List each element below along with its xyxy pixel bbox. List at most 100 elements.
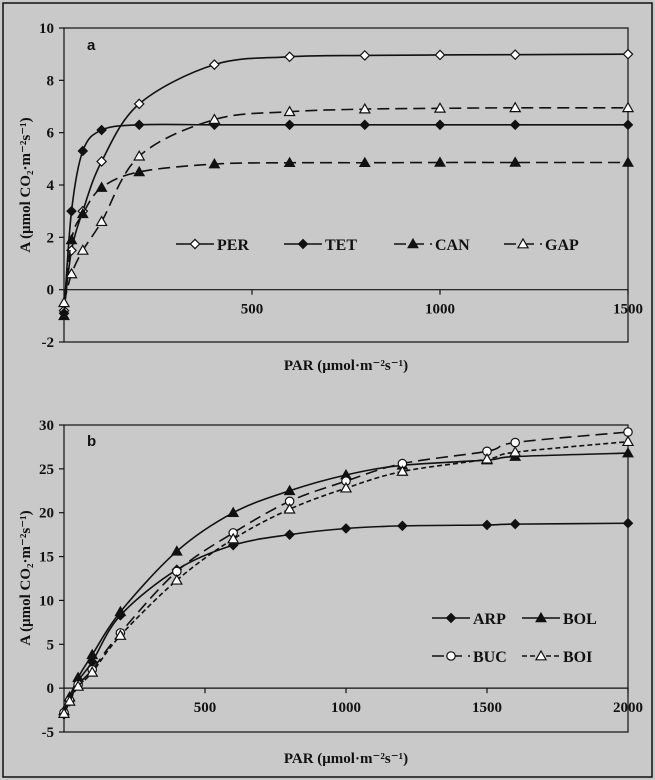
panel-b-ytick-label: -5: [42, 725, 55, 741]
series-gap-point: [358, 102, 371, 114]
panel-b-ytick-label: 15: [39, 550, 54, 566]
series-tet-point: [133, 119, 145, 131]
legend-label: BOI: [563, 649, 592, 666]
series-gap-point: [509, 101, 522, 113]
series-gap-point: [208, 113, 221, 124]
series-bol-point: [170, 545, 183, 556]
series-can-point: [65, 233, 78, 245]
panel-b-xlabel: PAR (μmol·m⁻²s⁻¹): [284, 751, 408, 767]
series-can-line: [63, 161, 628, 316]
panel-a: -2 0 2 4 6 8 10 500 1000 1500 a PAR (μmol·m⁻²s⁻¹) A …: [18, 21, 643, 374]
series-tet-point: [66, 205, 77, 217]
series-per-point: [359, 50, 371, 61]
panel-b-frame: [63, 424, 629, 733]
panel-b-ylabel: A (μmol CO₂·m⁻²s⁻¹): [18, 510, 34, 645]
series-boi-point: [170, 573, 183, 585]
series-boi-line: [63, 440, 629, 714]
panel-b-ytick-label: 25: [39, 462, 54, 478]
series-boi-point: [57, 707, 71, 718]
legend-marker: [446, 651, 456, 661]
panels: -2 0 2 4 6 8 10 500 1000 1500 a PAR (μmol·m⁻²s⁻¹) A …: [18, 21, 643, 767]
panel-a-xtick-label: 1000: [425, 302, 455, 318]
series-per-point: [133, 98, 145, 110]
panel-a-legend: PER TET CAN GAP: [176, 237, 579, 254]
series-gap-point: [95, 215, 108, 227]
panel-a-ytick-label: 4: [47, 178, 55, 194]
panel-a-letter: a: [87, 37, 96, 54]
series-can-point: [434, 156, 446, 167]
series-gap-point: [76, 244, 89, 255]
series-bol-point: [227, 506, 240, 518]
panel-a-ytick-label: 10: [39, 21, 54, 37]
panel-b-ytick-label: 30: [39, 418, 54, 434]
legend-label: BUC: [473, 649, 507, 666]
series-arp-point: [622, 517, 634, 529]
series-gap-point: [133, 149, 146, 161]
series-gap-point: [433, 102, 447, 113]
panel-a-ytick-label: 6: [47, 126, 55, 142]
series-boi-point: [114, 629, 127, 640]
series-tet-point: [509, 119, 521, 131]
series-bol-point: [86, 648, 99, 660]
series-gap-point: [57, 296, 71, 308]
series-bol-point: [114, 605, 127, 617]
series-arp-point: [481, 519, 493, 531]
legend-marker: [535, 611, 547, 623]
legend-item-arp: ARP: [432, 611, 506, 628]
series-boi-point: [283, 502, 296, 514]
series-can-point: [358, 156, 371, 168]
series-gap-point: [283, 105, 296, 117]
series-per-point: [284, 51, 296, 63]
series-bol-point: [622, 447, 634, 458]
series-can-point: [133, 165, 146, 177]
series-boi-point: [72, 680, 85, 691]
legend-item-per: PER: [176, 237, 249, 254]
panel-a-ytick-label: 0: [47, 283, 55, 299]
series-per-point: [509, 49, 521, 61]
panel-a-xlabel: PAR (μmol·m⁻²s⁻¹): [284, 358, 408, 374]
series-boi-point: [509, 445, 522, 457]
series-tet-point: [96, 124, 107, 136]
legend-marker: [534, 649, 548, 661]
series-per-point: [208, 59, 220, 71]
panel-a-ytick-label: 2: [47, 230, 55, 246]
series-gap-point: [65, 267, 78, 279]
series-boi-point: [396, 465, 409, 476]
series-can-point: [208, 157, 221, 169]
series-per-point: [622, 48, 634, 60]
panel-a-ylabel: A (μmol CO₂·m⁻²s⁻¹): [18, 117, 34, 252]
series-can-point: [622, 156, 634, 167]
panel-a-xtick-label: 500: [241, 302, 264, 318]
panel-a-ytick-label: -2: [42, 335, 55, 351]
series-tet-point: [284, 119, 295, 131]
legend-item-boi: BOI: [522, 649, 592, 666]
series-buc-point: [623, 427, 633, 437]
panel-a-xtick-label: 1500: [613, 302, 643, 318]
series-boi: [57, 435, 635, 718]
legend-marker: [407, 237, 419, 249]
series-arp-point: [509, 518, 521, 530]
panel-b-xtick-label: 1500: [472, 700, 502, 716]
legend-item-buc: BUC: [432, 649, 507, 666]
series-can-point: [509, 156, 522, 167]
legend-item-gap: GAP: [504, 237, 579, 254]
legend-marker: [445, 612, 457, 624]
series-arp-point: [340, 523, 352, 534]
series-bol-point: [283, 484, 296, 496]
legend-label: PER: [217, 237, 249, 254]
series-boi-point: [86, 666, 99, 677]
series-can: [58, 156, 634, 321]
series-boi-point: [63, 695, 76, 706]
series-per-point: [434, 49, 446, 61]
panel-b-ytick-label: 10: [39, 593, 54, 609]
series-tet-point: [359, 119, 371, 131]
series-tet: [58, 119, 634, 319]
series-arp-point: [397, 520, 408, 532]
panel-b-ytick-label: 0: [47, 681, 55, 697]
legend-item-can: CAN: [394, 237, 470, 254]
series-gap: [57, 101, 635, 308]
legend-item-bol: BOL: [522, 611, 597, 628]
legend-label: BOL: [563, 611, 597, 628]
